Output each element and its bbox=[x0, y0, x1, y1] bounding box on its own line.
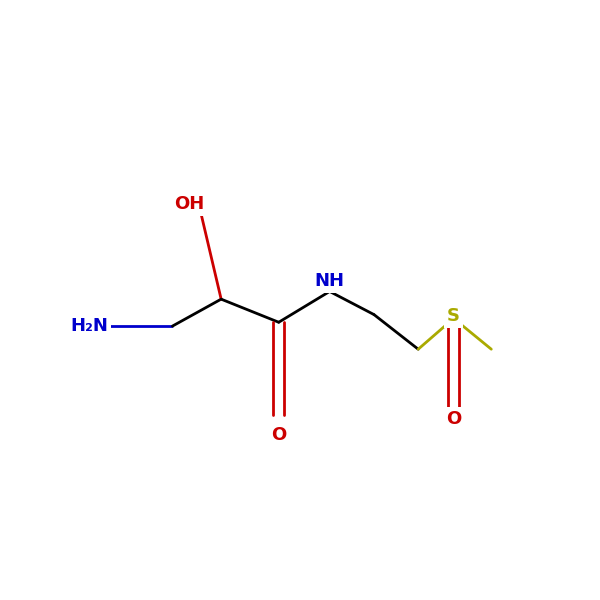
Text: S: S bbox=[447, 307, 460, 325]
Text: H₂N: H₂N bbox=[70, 317, 108, 335]
Text: NH: NH bbox=[314, 272, 344, 290]
Text: O: O bbox=[271, 427, 286, 445]
Text: O: O bbox=[446, 409, 461, 427]
Text: OH: OH bbox=[174, 196, 205, 214]
